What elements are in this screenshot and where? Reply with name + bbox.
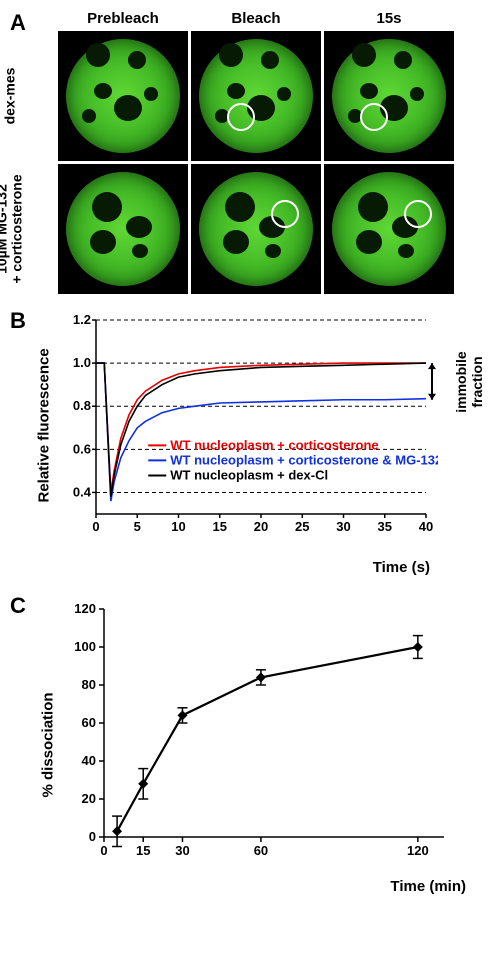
roi-circle bbox=[271, 200, 299, 228]
svg-text:100: 100 bbox=[74, 639, 96, 654]
panel-c-xlabel: Time (min) bbox=[390, 878, 466, 895]
svg-text:15: 15 bbox=[136, 843, 150, 858]
panel-b-label: B bbox=[10, 308, 26, 334]
svg-text:30: 30 bbox=[175, 843, 189, 858]
svg-text:WT nucleoplasm + dex-Cl: WT nucleoplasm + dex-Cl bbox=[170, 468, 328, 483]
panel-b-ylabel: Relative fluorescence bbox=[36, 343, 53, 503]
panel-b-side-label: immobile fraction bbox=[453, 339, 485, 425]
col-header-1: Bleach bbox=[191, 10, 321, 27]
frap-image bbox=[58, 31, 188, 161]
panel-a-row-label-0: dex-mes bbox=[2, 31, 17, 161]
frap-image bbox=[324, 164, 454, 294]
svg-text:20: 20 bbox=[82, 791, 96, 806]
frap-image bbox=[191, 31, 321, 161]
svg-text:60: 60 bbox=[82, 715, 96, 730]
roi-circle bbox=[404, 200, 432, 228]
panel-c: C % dissociation 02040608010012001530601… bbox=[10, 599, 490, 899]
svg-text:1.2: 1.2 bbox=[73, 314, 91, 327]
svg-text:120: 120 bbox=[74, 601, 96, 616]
svg-text:0.6: 0.6 bbox=[73, 441, 91, 456]
svg-text:40: 40 bbox=[82, 753, 96, 768]
svg-text:WT nucleoplasm + corticosteron: WT nucleoplasm + corticosterone & MG-132 bbox=[170, 452, 438, 467]
panel-c-chart: 0 20 40 60 80 100 120 0 15 30 60 120 bbox=[58, 599, 470, 869]
col-header-2: 15s bbox=[324, 10, 454, 27]
svg-text:35: 35 bbox=[378, 519, 392, 534]
svg-text:80: 80 bbox=[82, 677, 96, 692]
svg-text:0: 0 bbox=[100, 843, 107, 858]
panel-b-chart: 0.4 0.6 0.8 1.0 1.2 0 5 10 15 20 25 30 35 40 WT nucleo… bbox=[58, 314, 432, 544]
panel-c-label: C bbox=[10, 593, 26, 619]
svg-text:20: 20 bbox=[254, 519, 268, 534]
roi-circle bbox=[360, 103, 388, 131]
panel-a-row-1: 10µM MG-132 + corticosterone bbox=[58, 164, 490, 294]
panel-a: A Prebleach Bleach 15s dex-mes10µM MG-13… bbox=[10, 10, 490, 294]
svg-text:0: 0 bbox=[92, 519, 99, 534]
roi-circle bbox=[227, 103, 255, 131]
frap-image bbox=[58, 164, 188, 294]
svg-text:25: 25 bbox=[295, 519, 309, 534]
panel-a-grid: Prebleach Bleach 15s dex-mes10µM MG-132 … bbox=[58, 10, 490, 294]
svg-text:0.8: 0.8 bbox=[73, 398, 91, 413]
svg-text:5: 5 bbox=[134, 519, 141, 534]
svg-text:0: 0 bbox=[89, 829, 96, 844]
panel-b-xlabel: Time (s) bbox=[373, 559, 430, 576]
panel-b: B Relative fluorescence immobile fractio… bbox=[10, 314, 490, 574]
svg-text:30: 30 bbox=[336, 519, 350, 534]
svg-text:40: 40 bbox=[419, 519, 433, 534]
panel-a-column-headers: Prebleach Bleach 15s bbox=[58, 10, 490, 27]
svg-text:0.4: 0.4 bbox=[73, 484, 92, 499]
panel-a-row-0: dex-mes bbox=[58, 31, 490, 161]
col-header-0: Prebleach bbox=[58, 10, 188, 27]
frap-image bbox=[191, 164, 321, 294]
panel-a-row-label-1: 10µM MG-132 + corticosterone bbox=[0, 164, 25, 294]
svg-text:10: 10 bbox=[171, 519, 185, 534]
svg-text:1.0: 1.0 bbox=[73, 355, 91, 370]
svg-text:60: 60 bbox=[254, 843, 268, 858]
svg-text:15: 15 bbox=[213, 519, 227, 534]
svg-text:WT nucleoplasm + corticosteron: WT nucleoplasm + corticosterone bbox=[170, 437, 378, 452]
frap-image bbox=[324, 31, 454, 161]
panel-c-ylabel: % dissociation bbox=[40, 658, 57, 798]
svg-text:120: 120 bbox=[407, 843, 429, 858]
